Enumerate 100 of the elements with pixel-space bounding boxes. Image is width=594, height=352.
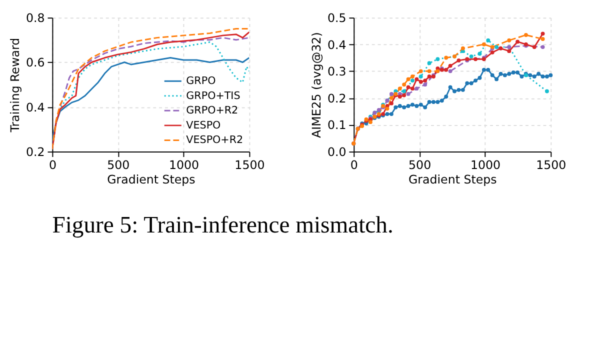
point [427,69,432,74]
point [448,69,452,74]
point [394,105,398,110]
point [390,96,394,100]
point [507,72,512,76]
point [385,106,390,111]
point [432,100,436,104]
x-axis-title: Gradient Steps [107,172,196,187]
point [452,89,456,94]
point [427,74,432,78]
point [440,98,444,103]
point [423,78,428,83]
point [448,85,452,90]
point [490,50,494,54]
point [436,100,440,104]
point [444,94,448,99]
legend-label: VESPO [186,119,221,132]
point [418,80,423,84]
point [507,49,512,54]
point [545,89,549,94]
point [511,70,516,74]
point [444,56,448,60]
point [545,74,549,78]
point [478,52,482,56]
y-tick-label: 0.8 [26,11,45,26]
point [410,78,414,83]
point [478,76,482,80]
point [406,104,410,108]
point [507,38,512,42]
point [406,85,410,90]
point [402,82,406,87]
point [410,102,414,107]
y-tick-label: 0.4 [26,100,45,114]
point [423,82,428,87]
point [474,57,478,62]
point [469,81,474,86]
point [498,46,503,50]
point [482,68,486,72]
point [410,86,414,91]
point [406,92,410,96]
point [423,105,428,110]
point [418,102,423,107]
point [548,73,553,78]
y-tick-label: 0.1 [327,118,346,132]
point [482,42,486,46]
point [390,112,394,116]
point [398,94,402,99]
point [385,112,390,116]
point [406,77,410,82]
point [402,89,406,94]
x-tick-label: 1000 [169,158,200,172]
y-axis-title: AIME25 (avg@32) [310,32,324,138]
point [436,69,440,74]
legend-label: GRPO+R2 [186,104,238,117]
y-tick-label: 0.4 [327,38,346,52]
point [436,57,440,62]
point [390,92,394,96]
point [540,74,545,78]
point [532,74,536,78]
point [390,101,394,106]
point [540,45,545,50]
point [444,68,448,72]
point [536,72,541,76]
point [418,69,423,74]
x-axis-title: Gradient Steps [408,172,497,187]
point [486,68,490,72]
legend-label: VESPO+R2 [186,134,244,146]
point [414,86,419,91]
y-axis-title: Training Reward [8,38,22,134]
point [469,54,474,58]
point [418,74,423,78]
point [398,104,402,108]
point [540,37,545,41]
point [494,45,499,50]
y-tick-label: 0.0 [327,144,346,159]
point [402,93,406,98]
point [528,73,532,78]
point [516,70,520,74]
point [456,58,461,62]
y-tick-label: 0.3 [327,64,346,79]
x-tick-label: 0 [48,158,56,172]
point [502,73,507,78]
point [486,38,490,42]
point [520,74,524,78]
y-tick-label: 0.6 [26,56,45,70]
point [474,78,478,83]
x-tick-label: 500 [408,158,432,172]
caption: Figure 5: Train-inference mismatch. [52,212,394,238]
point [532,45,536,50]
point [427,61,432,66]
x-tick-label: 0 [350,158,358,172]
point [460,88,465,92]
point [427,100,432,104]
point [524,33,528,37]
point [448,64,452,68]
x-tick-label: 1000 [470,158,501,172]
point [410,74,414,78]
point [540,32,545,36]
x-tick-label: 1500 [234,158,265,172]
point [456,88,461,92]
